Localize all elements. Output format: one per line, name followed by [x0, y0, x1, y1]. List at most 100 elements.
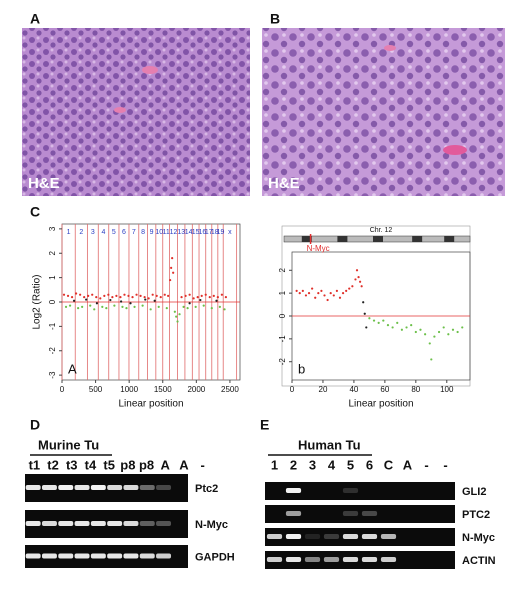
data-point [83, 296, 86, 299]
data-point [131, 296, 134, 299]
data-point [196, 296, 199, 299]
region-label: 19 [217, 229, 225, 236]
x-axis-label: Linear position [348, 399, 413, 410]
data-point [359, 280, 362, 283]
data-point [202, 304, 205, 307]
data-point [72, 299, 76, 302]
y-tick-label: 0 [278, 313, 287, 318]
lane-label: p8 [139, 457, 154, 472]
gel-band [323, 557, 340, 562]
lane-label: t2 [47, 457, 59, 472]
data-point [115, 294, 118, 298]
data-point [355, 269, 359, 272]
lane-label: t4 [85, 457, 97, 472]
data-point [461, 326, 464, 329]
region-label: 8 [141, 229, 145, 236]
data-point [382, 319, 385, 322]
region-label: 17 [205, 229, 213, 236]
data-point [357, 276, 360, 279]
data-point [362, 301, 365, 304]
gel-band [285, 511, 302, 516]
gel-band [123, 553, 139, 559]
y-tick-label: 3 [48, 226, 57, 231]
ideogram-band [444, 236, 455, 242]
gel-band [361, 534, 378, 539]
data-point [326, 298, 329, 302]
data-point [109, 298, 112, 302]
gel-band [74, 553, 90, 559]
data-point [215, 299, 218, 302]
vessel [142, 66, 158, 74]
gel-band [41, 485, 57, 490]
data-point [192, 297, 195, 300]
stain-caption: H&E [28, 175, 60, 192]
row-label: Ptc2 [195, 483, 218, 495]
y-tick-label: 2 [278, 268, 287, 273]
data-point [451, 328, 455, 331]
data-point [320, 289, 323, 292]
lane-label: p8 [120, 457, 135, 472]
panel-label: E [260, 417, 269, 433]
region-label: 11 [162, 229, 169, 236]
x-tick-label: 1000 [120, 385, 138, 394]
gel-band [304, 557, 321, 562]
lane-label: 6 [366, 457, 373, 472]
gel-band [285, 534, 302, 539]
row-label: GLI2 [462, 486, 486, 498]
data-point [105, 306, 108, 310]
data-point [153, 299, 156, 302]
y-tick-label: 1 [48, 275, 57, 280]
data-point [121, 305, 124, 308]
data-point [295, 289, 298, 292]
gel-strip [25, 545, 188, 568]
data-point [456, 330, 459, 334]
data-point [93, 308, 96, 311]
gel-band [361, 557, 378, 562]
data-point [351, 285, 354, 288]
data-point [149, 308, 152, 311]
data-point [304, 294, 308, 297]
lane-label: - [200, 457, 204, 472]
data-point [188, 302, 191, 305]
data-point [167, 294, 170, 298]
data-point [89, 304, 92, 307]
data-point [430, 358, 433, 361]
data-point [178, 313, 181, 316]
data-point [169, 278, 172, 282]
data-point [298, 292, 301, 295]
data-point [119, 296, 122, 299]
y-tick-label: -1 [278, 335, 287, 343]
data-point [307, 292, 311, 295]
data-point [338, 296, 342, 299]
region-label: 13 [177, 229, 185, 236]
data-point [147, 297, 150, 300]
data-point [218, 305, 221, 308]
data-point [323, 294, 326, 297]
region-label: 9 [150, 229, 154, 236]
data-point [354, 278, 357, 281]
gel-band [123, 521, 139, 526]
data-point [345, 289, 348, 292]
lane-label: - [424, 457, 428, 472]
data-point [113, 304, 116, 307]
gel-strip [265, 505, 455, 523]
x-tick-label: 1500 [154, 385, 172, 394]
data-point [377, 321, 380, 324]
row-label: N-Myc [462, 532, 495, 544]
data-point [220, 293, 223, 296]
data-point [329, 292, 332, 295]
lane-label: A [179, 457, 189, 472]
gel-band [285, 557, 302, 562]
x-tick-label: 500 [89, 385, 103, 394]
data-point [386, 324, 390, 327]
x-axis-label: Linear position [118, 399, 183, 410]
gel-band [380, 557, 397, 562]
region-label: 7 [132, 229, 136, 236]
x-tick-label: 0 [290, 385, 295, 394]
data-point [159, 296, 162, 299]
data-point [139, 294, 142, 298]
gel-band [58, 485, 74, 490]
data-point [79, 293, 82, 296]
y-tick-label: -1 [48, 322, 57, 330]
